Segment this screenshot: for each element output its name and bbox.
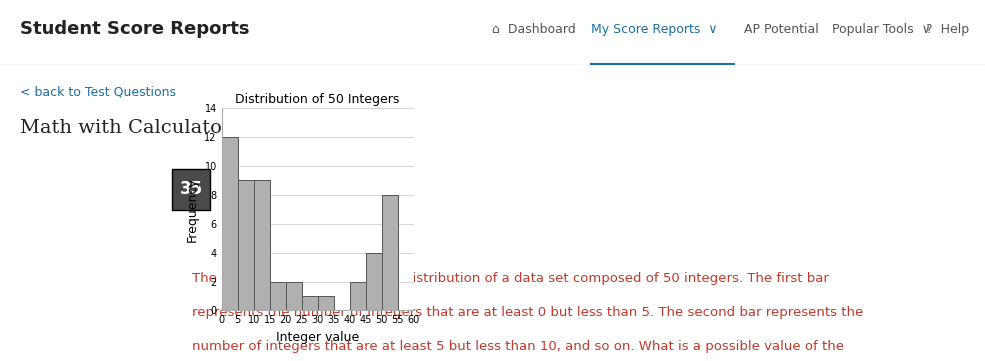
Bar [382,195,398,310]
Bar [254,180,270,310]
FancyBboxPatch shape [172,169,210,210]
Text: Student Score Reports: Student Score Reports [20,20,249,38]
Title: Distribution of 50 Integers: Distribution of 50 Integers [235,93,400,106]
Bar [270,282,286,310]
Bar [318,296,334,310]
Text: Popular Tools  ∨: Popular Tools ∨ [832,23,931,36]
Bar [222,137,237,310]
Text: The histogram summarizes the distribution of a data set composed of 50 integers.: The histogram summarizes the distributio… [192,272,829,285]
Text: 35: 35 [179,180,203,198]
Text: number of integers that are at least 5 but less than 10, and so on. What is a po: number of integers that are at least 5 b… [192,340,844,353]
Text: ?  Help: ? Help [926,23,969,36]
Text: AP Potential: AP Potential [744,23,819,36]
Bar [301,296,318,310]
Text: < back to Test Questions: < back to Test Questions [20,86,175,99]
Text: Math with Calculator: Question 35: Math with Calculator: Question 35 [20,118,363,136]
Bar [365,253,382,310]
Text: ⌂  Dashboard: ⌂ Dashboard [492,23,576,36]
Text: My Score Reports  ∨: My Score Reports ∨ [591,23,717,36]
Bar [350,282,365,310]
Bar [286,282,301,310]
Text: represents the number of integers that are at least 0 but less than 5. The secon: represents the number of integers that a… [192,306,863,319]
Bar [237,180,254,310]
Y-axis label: Frequency: Frequency [186,177,199,242]
X-axis label: Integer value: Integer value [276,331,360,344]
